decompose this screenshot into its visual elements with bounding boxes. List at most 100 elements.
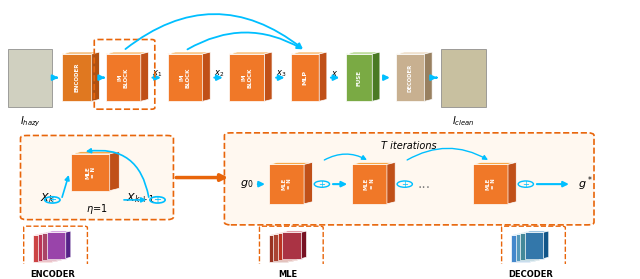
Text: MLE
= N: MLE = N [85, 166, 96, 179]
Polygon shape [106, 54, 141, 101]
Text: T iterations: T iterations [381, 141, 437, 151]
Polygon shape [352, 164, 387, 204]
Polygon shape [168, 52, 210, 54]
Polygon shape [269, 235, 288, 262]
Polygon shape [47, 232, 66, 259]
Polygon shape [508, 162, 516, 204]
Polygon shape [543, 231, 548, 259]
Polygon shape [520, 232, 544, 233]
Polygon shape [42, 232, 67, 233]
Polygon shape [273, 233, 298, 234]
Text: ENCODER: ENCODER [30, 270, 75, 278]
Polygon shape [540, 232, 544, 259]
Text: $x_3$: $x_3$ [276, 68, 286, 79]
Polygon shape [109, 151, 119, 191]
Polygon shape [535, 233, 540, 261]
Text: MLE: MLE [278, 270, 298, 278]
Polygon shape [62, 54, 92, 101]
Polygon shape [319, 52, 327, 101]
Polygon shape [396, 52, 432, 54]
Polygon shape [38, 234, 57, 261]
Polygon shape [264, 52, 272, 101]
Polygon shape [288, 234, 293, 262]
Polygon shape [282, 231, 307, 232]
Text: IM
BLOCK: IM BLOCK [118, 68, 129, 88]
Polygon shape [269, 234, 293, 235]
Polygon shape [516, 234, 535, 261]
Polygon shape [520, 233, 540, 259]
Polygon shape [229, 52, 272, 54]
Polygon shape [291, 54, 319, 101]
Text: $g^*$: $g^*$ [578, 175, 593, 193]
Polygon shape [33, 234, 58, 235]
Text: ...: ... [417, 177, 431, 191]
Polygon shape [352, 162, 395, 164]
Polygon shape [278, 233, 297, 259]
Polygon shape [525, 232, 543, 259]
Polygon shape [62, 52, 99, 54]
Polygon shape [387, 162, 395, 204]
Text: IM
BLOCK: IM BLOCK [241, 68, 252, 88]
Polygon shape [47, 231, 71, 232]
Polygon shape [525, 231, 548, 232]
Text: MLE
= N: MLE = N [364, 178, 375, 190]
Polygon shape [42, 233, 61, 259]
Polygon shape [229, 54, 264, 101]
Polygon shape [531, 234, 536, 262]
Polygon shape [57, 233, 62, 261]
Polygon shape [141, 52, 148, 101]
Text: ENCODER: ENCODER [74, 63, 79, 92]
Text: +: + [154, 195, 161, 205]
Polygon shape [372, 52, 380, 101]
Text: +: + [319, 180, 325, 189]
Polygon shape [297, 232, 302, 259]
Polygon shape [269, 162, 312, 164]
Polygon shape [291, 52, 327, 54]
Polygon shape [292, 233, 298, 261]
Polygon shape [346, 52, 380, 54]
Polygon shape [511, 235, 531, 262]
Text: +: + [522, 180, 529, 189]
Bar [8, 49, 52, 107]
Bar [441, 49, 486, 107]
Polygon shape [396, 54, 424, 101]
Polygon shape [511, 234, 536, 235]
Polygon shape [72, 154, 109, 191]
Text: +: + [49, 195, 56, 205]
Polygon shape [33, 235, 52, 262]
Text: $I_{hazy}$: $I_{hazy}$ [20, 114, 40, 129]
Polygon shape [269, 164, 304, 204]
Text: DECODER: DECODER [408, 64, 413, 92]
Polygon shape [273, 234, 292, 261]
Text: $\eta$=1: $\eta$=1 [86, 202, 108, 216]
Text: $x_1$: $x_1$ [152, 68, 163, 79]
Polygon shape [278, 232, 302, 233]
Polygon shape [346, 54, 372, 101]
Polygon shape [72, 151, 119, 154]
Polygon shape [304, 162, 312, 204]
Polygon shape [203, 52, 210, 101]
Polygon shape [282, 232, 301, 259]
Text: MLE
= N: MLE = N [485, 178, 496, 190]
Polygon shape [516, 233, 540, 234]
Text: +: + [401, 180, 408, 189]
Text: $X_k$: $X_k$ [40, 192, 54, 205]
Text: MLP: MLP [303, 70, 308, 85]
Text: $g_0$: $g_0$ [241, 178, 254, 190]
Polygon shape [61, 232, 67, 259]
Text: FUSE: FUSE [356, 70, 362, 86]
Polygon shape [38, 233, 62, 234]
Polygon shape [106, 52, 148, 54]
FancyBboxPatch shape [225, 133, 594, 225]
Polygon shape [52, 234, 58, 262]
Text: IM
BLOCK: IM BLOCK [180, 68, 191, 88]
Polygon shape [473, 164, 508, 204]
Text: $X_{k+1}$: $X_{k+1}$ [126, 192, 154, 205]
FancyBboxPatch shape [20, 136, 173, 220]
Polygon shape [168, 54, 203, 101]
Polygon shape [66, 231, 71, 259]
Polygon shape [473, 162, 516, 164]
Text: MLE
= N: MLE = N [281, 178, 292, 190]
Text: $x$: $x$ [331, 69, 338, 78]
Text: $x_2$: $x_2$ [214, 68, 225, 79]
